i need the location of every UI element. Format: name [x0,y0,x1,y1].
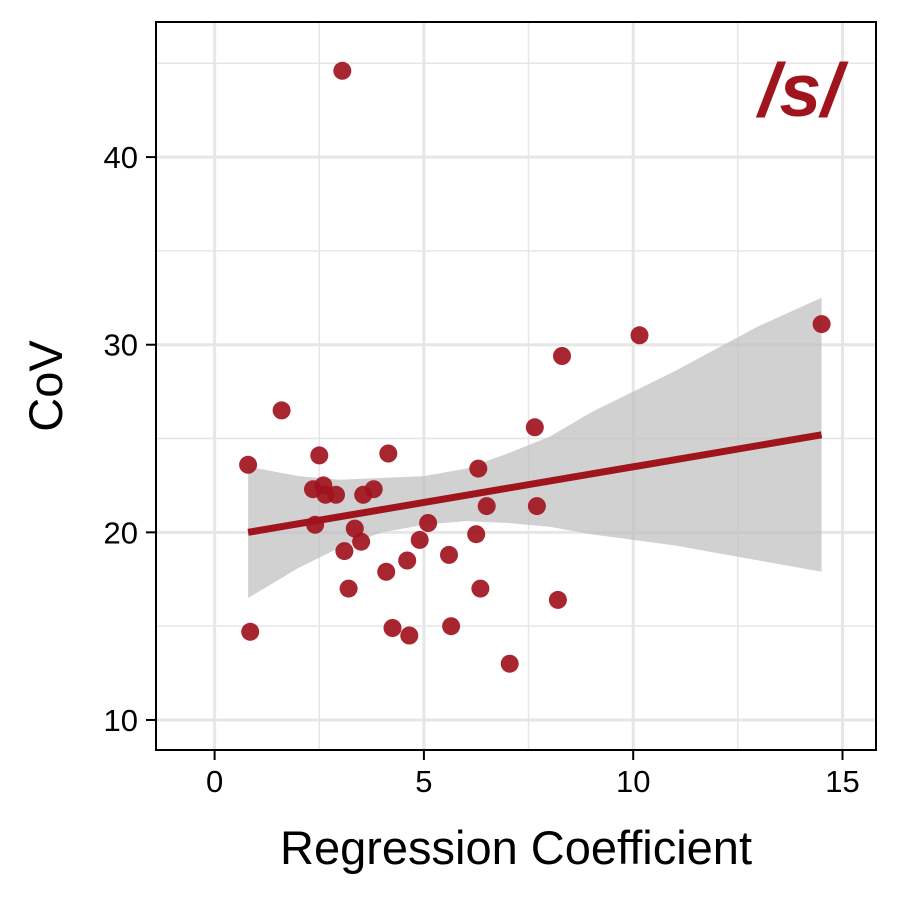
x-axis-ticks: 0 5 10 15 [206,750,860,799]
y-tick-label: 20 [104,515,138,550]
data-point [477,497,496,516]
data-point [364,480,383,499]
x-tick-label: 5 [415,764,432,799]
chart-annotation: /s/ [756,48,850,132]
data-point [630,326,649,345]
data-point [398,551,417,570]
data-point [241,622,260,641]
regression-line [247,431,823,536]
data-point [327,485,345,504]
data-point [383,619,402,637]
y-axis-title: CoV [19,340,72,432]
data-point [239,455,258,474]
data-point [419,514,438,532]
data-point [467,525,486,544]
data-point [525,418,544,437]
major-gridlines [156,22,876,750]
data-point [471,579,490,598]
x-tick-label: 0 [206,764,223,799]
data-point [410,530,429,549]
y-tick-label: 10 [104,703,138,738]
confidence-band [248,297,822,598]
data-point [306,515,325,534]
data-point [527,497,546,516]
data-point [440,545,458,564]
x-axis-title: Regression Coefficient [280,821,752,874]
data-point [339,579,358,598]
data-points [239,61,831,673]
plot-panel-border [155,21,877,751]
data-point [469,459,488,478]
y-axis-ticks: 10 20 30 40 [104,140,156,738]
data-point [352,532,371,551]
data-point [548,590,567,609]
data-point [310,446,329,465]
data-point [442,617,461,636]
data-point [379,444,398,463]
y-tick-label: 40 [104,140,138,175]
data-point [333,61,352,80]
data-point [553,347,571,365]
data-point [272,401,291,420]
x-tick-label: 10 [616,764,650,799]
y-tick-label: 30 [104,328,138,363]
x-tick-label: 15 [825,764,859,799]
data-point [377,562,396,581]
data-point [335,542,354,561]
confidence-band-layer [248,297,822,598]
regression-line-layer [247,431,823,536]
data-point [400,626,419,645]
data-point [500,654,519,673]
data-point [812,315,831,334]
